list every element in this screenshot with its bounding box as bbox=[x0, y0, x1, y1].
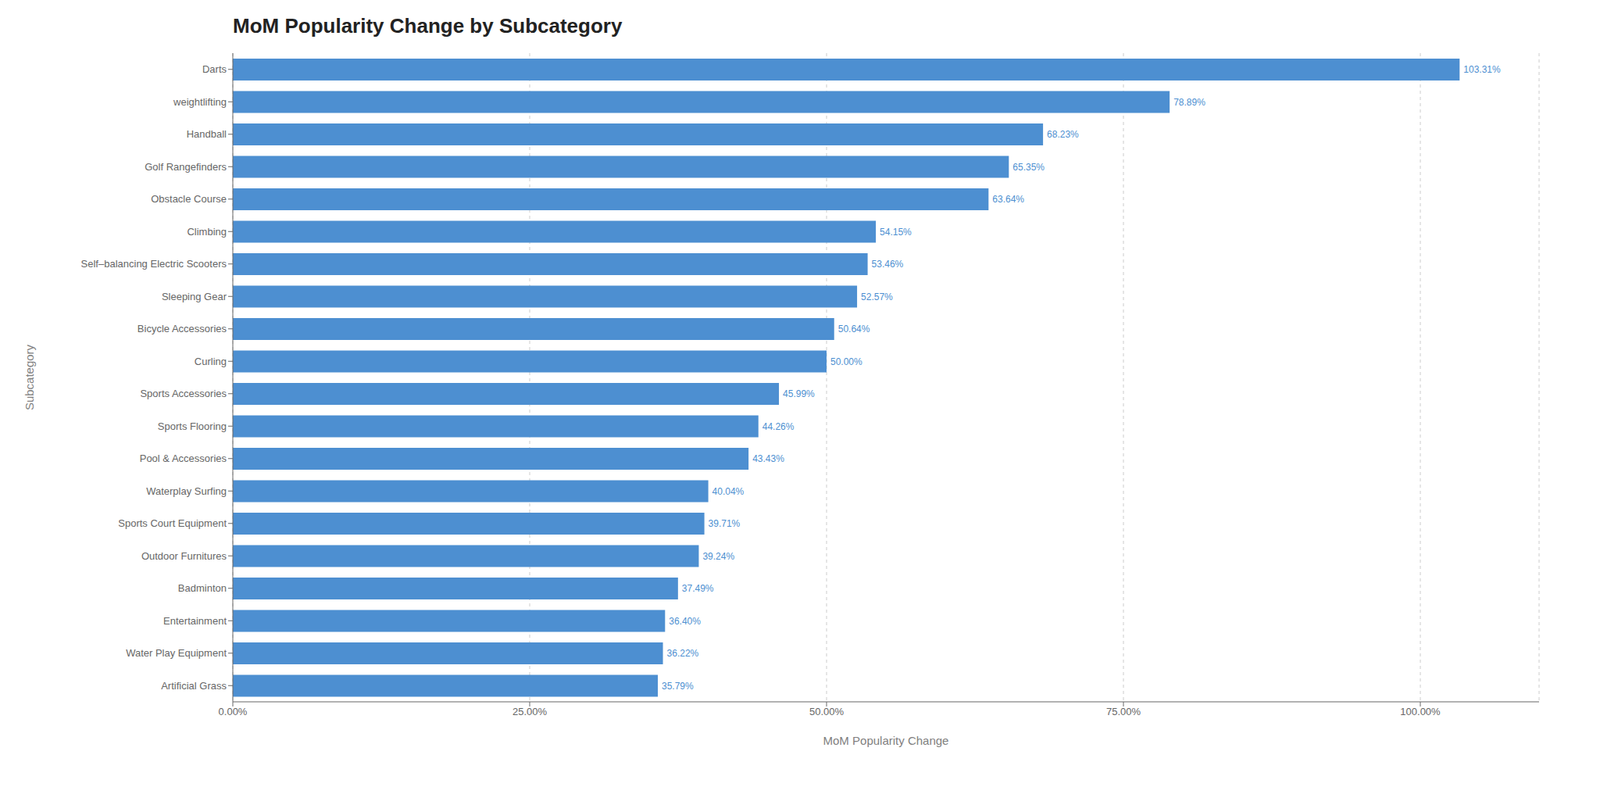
svg-text:Sports Court Equipment: Sports Court Equipment bbox=[117, 517, 227, 529]
svg-text:Darts: Darts bbox=[202, 63, 228, 75]
svg-text:78.89%: 78.89% bbox=[1173, 96, 1206, 108]
svg-text:Waterplay Surfing: Waterplay Surfing bbox=[146, 485, 227, 497]
svg-text:Subcategory: Subcategory bbox=[22, 343, 36, 411]
svg-text:Obstacle Course: Obstacle Course bbox=[150, 192, 227, 205]
svg-text:Self–balancing Electric Scoote: Self–balancing Electric Scooters bbox=[81, 257, 228, 270]
svg-text:36.22%: 36.22% bbox=[667, 647, 700, 659]
html-text:MoM Popularity Change by Subca: MoM Popularity Change by Subcategory bbox=[232, 14, 623, 38]
svg-text:Climbing: Climbing bbox=[186, 225, 227, 238]
svg-text:Bicycle Accessories: Bicycle Accessories bbox=[137, 322, 228, 335]
svg-text:100.00%: 100.00% bbox=[1400, 705, 1441, 718]
svg-text:50.00%: 50.00% bbox=[830, 356, 863, 368]
svg-text:Artificial Grass: Artificial Grass bbox=[160, 679, 227, 692]
svg-text:25.00%: 25.00% bbox=[512, 705, 548, 718]
svg-text:Golf Rangefinders: Golf Rangefinders bbox=[144, 160, 227, 173]
svg-text:45.99%: 45.99% bbox=[782, 388, 815, 400]
svg-text:54.15%: 54.15% bbox=[879, 226, 912, 238]
svg-text:weightlifting: weightlifting bbox=[172, 96, 227, 108]
svg-text:Sports Flooring: Sports Flooring bbox=[157, 420, 227, 433]
svg-text:53.46%: 53.46% bbox=[871, 258, 904, 270]
svg-text:Sleeping Gear: Sleeping Gear bbox=[161, 290, 228, 303]
svg-text:Pool & Accessories: Pool & Accessories bbox=[139, 452, 228, 465]
svg-text:0.00%: 0.00% bbox=[218, 705, 248, 718]
svg-text:MoM Popularity Change: MoM Popularity Change bbox=[823, 733, 950, 747]
svg-text:52.57%: 52.57% bbox=[860, 291, 893, 303]
svg-text:75.00%: 75.00% bbox=[1106, 705, 1142, 718]
svg-text:43.43%: 43.43% bbox=[752, 453, 785, 465]
svg-text:Badminton: Badminton bbox=[178, 582, 227, 594]
svg-text:44.26%: 44.26% bbox=[762, 421, 795, 433]
svg-text:35.79%: 35.79% bbox=[661, 680, 694, 692]
svg-text:39.71%: 39.71% bbox=[708, 517, 741, 529]
svg-text:37.49%: 37.49% bbox=[682, 582, 715, 594]
svg-text:50.00%: 50.00% bbox=[809, 705, 845, 718]
svg-text:Entertainment: Entertainment bbox=[163, 614, 227, 627]
svg-text:Sports Accessories: Sports Accessories bbox=[139, 387, 227, 400]
svg-text:40.04%: 40.04% bbox=[712, 485, 745, 497]
svg-text:65.35%: 65.35% bbox=[1012, 161, 1045, 173]
svg-text:50.64%: 50.64% bbox=[838, 323, 871, 335]
svg-text:Water Play Equipment: Water Play Equipment bbox=[125, 646, 227, 659]
svg-text:63.64%: 63.64% bbox=[992, 193, 1025, 205]
svg-text:103.31%: 103.31% bbox=[1463, 64, 1501, 75]
svg-text:Outdoor Furnitures: Outdoor Furnitures bbox=[141, 550, 228, 562]
svg-text:Curling: Curling bbox=[194, 355, 227, 368]
svg-text:68.23%: 68.23% bbox=[1046, 128, 1079, 140]
svg-text:Handball: Handball bbox=[186, 128, 227, 140]
svg-text:39.24%: 39.24% bbox=[702, 550, 735, 562]
svg-text:36.40%: 36.40% bbox=[668, 615, 701, 627]
